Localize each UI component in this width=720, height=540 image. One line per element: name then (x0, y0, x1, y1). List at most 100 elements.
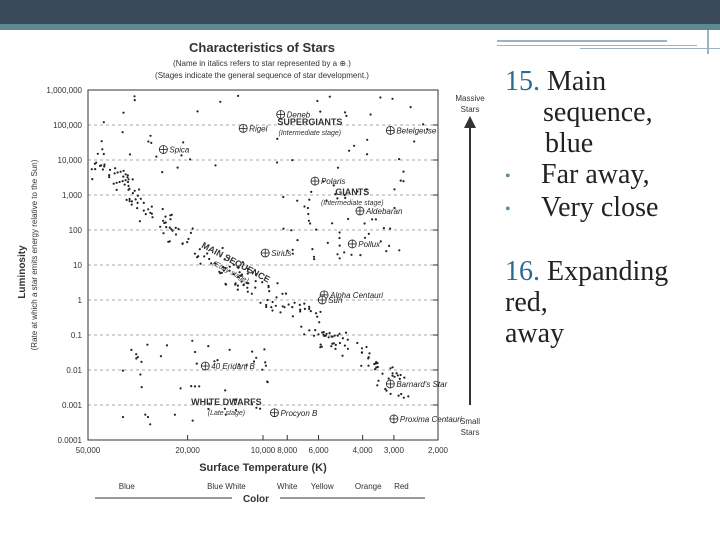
star-dot (246, 272, 249, 275)
slide-text: 15. Main sequence, blue • Far away, • Very… (505, 66, 715, 349)
star-dot (343, 344, 346, 347)
star-dot (138, 188, 141, 191)
y-tick-label: 100 (69, 226, 83, 235)
star-dot (300, 325, 303, 328)
star-dot (282, 195, 285, 199)
star-dot (236, 284, 239, 287)
star-dot (170, 213, 173, 216)
star-dot (165, 226, 168, 229)
star-dot (303, 307, 306, 310)
star-dot (139, 373, 142, 376)
y-tick-label: 0.01 (66, 366, 82, 375)
star-dot (344, 111, 347, 114)
star-dot (402, 396, 405, 399)
star-dot (286, 249, 289, 252)
star-dot (367, 232, 370, 235)
star-dot (389, 227, 392, 230)
item-15-line: 15. Main (505, 66, 715, 97)
star-dot (322, 331, 325, 334)
star-dot (214, 164, 217, 167)
star-dot (176, 166, 179, 169)
x-tick-label: 4,000 (353, 446, 374, 455)
star-dot (121, 180, 124, 183)
star-dot (240, 280, 243, 283)
star-dot (322, 333, 325, 336)
x-tick-label: 8,000 (277, 446, 298, 455)
star-dot (328, 331, 331, 335)
star-dot (346, 347, 349, 350)
star-dot (291, 306, 294, 309)
star-dot (365, 345, 368, 349)
star-name-label: Polaris (321, 177, 345, 186)
star-dot (393, 206, 396, 210)
star-name-label: Proxima Centauri (400, 415, 462, 424)
star-dot (341, 337, 344, 340)
star-dot (271, 309, 274, 312)
x-tick-labels: 50,000 20,000 10,000 8,000 6,000 4,000 3,000 2,… (76, 446, 449, 455)
star-dot (112, 182, 115, 185)
star-dot (91, 178, 94, 181)
star-dot (309, 222, 312, 225)
star-dot (128, 187, 131, 190)
star-dot (271, 300, 274, 304)
star-name-label: Aldebaran (365, 207, 403, 216)
star-dot (144, 413, 147, 416)
y-tick-label: 10,000 (58, 156, 83, 165)
star-dot (347, 217, 350, 221)
star-dot (161, 171, 164, 174)
color-label: White (277, 482, 298, 491)
decorative-line (497, 45, 697, 46)
star-dot (276, 137, 279, 140)
star-dot (250, 403, 254, 406)
star-dot (227, 257, 230, 260)
region-labels: SUPERGIANTS (Intermediate stage) GIANTS (In… (191, 117, 383, 417)
star-dot (422, 123, 425, 126)
star-dot (348, 149, 351, 152)
x-axis-label: Surface Temperature (K) (199, 462, 327, 474)
star-dot (389, 367, 392, 370)
star-dot (191, 419, 194, 422)
star-dot (379, 240, 382, 243)
star-dot (228, 265, 231, 268)
star-dot (124, 173, 127, 176)
star-dot (281, 292, 284, 295)
named-star: Spica (158, 145, 190, 154)
star-dot (251, 350, 254, 353)
star-dot (345, 114, 348, 117)
star-dot (224, 266, 227, 270)
star-dot (242, 283, 245, 286)
star-dot (234, 398, 237, 401)
star-name-label: Pollux (358, 240, 381, 249)
star-dot (284, 292, 288, 295)
star-dot (122, 175, 125, 178)
star-dot (312, 255, 316, 258)
star-dot (168, 226, 171, 229)
star-name-label: Alpha Centauri (329, 291, 383, 300)
chart-title: Characteristics of Stars (189, 40, 335, 55)
star-dot (103, 165, 106, 168)
star-dot (374, 368, 377, 371)
star-name-label: Procyon B (280, 409, 318, 418)
star-dot (344, 196, 347, 199)
star-dot (365, 153, 369, 156)
star-dot (398, 158, 401, 161)
star-dot (259, 407, 262, 410)
star-dot (220, 271, 223, 274)
star-dot (368, 352, 371, 355)
star-dot (108, 168, 112, 171)
star-dot (102, 152, 105, 156)
star-dot (338, 236, 341, 240)
star-dot (353, 144, 356, 147)
y-tick-label: 100,000 (53, 121, 82, 130)
hr-diagram: Characteristics of Stars (Name in italic… (17, 40, 485, 505)
star-dot (101, 168, 104, 171)
star-dot (150, 141, 153, 144)
y-tick-label: 0.001 (62, 401, 83, 410)
star-dot (222, 265, 225, 269)
star-dot (287, 303, 290, 306)
named-star: Rigel (238, 123, 268, 133)
star-dot (398, 377, 401, 380)
star-dot (391, 366, 394, 369)
item-16-line-3: away (505, 318, 565, 350)
star-dot (246, 286, 249, 289)
